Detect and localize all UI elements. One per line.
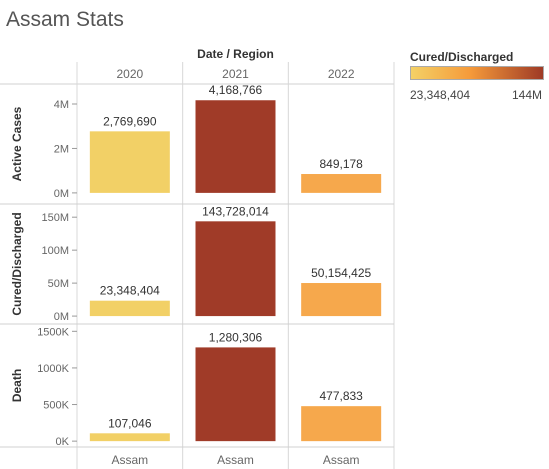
legend-title: Cured/Discharged: [410, 50, 514, 64]
y-tick-label: 1000K: [37, 363, 69, 375]
row-title-1: Cured/Discharged: [10, 212, 24, 315]
region-label-2020: Assam: [111, 453, 148, 467]
data-label-1-2022: 50,154,425: [311, 266, 371, 280]
bar-0-2020: [89, 131, 170, 193]
data-label-2-2020: 107,046: [108, 416, 152, 430]
bar-2-2022: [301, 406, 382, 442]
data-label-0-2021: 4,168,766: [209, 83, 263, 97]
category-label-2022: 2022: [328, 67, 355, 81]
bar-2-2020: [89, 433, 170, 442]
data-label-1-2021: 143,728,014: [202, 204, 269, 218]
y-tick-label: 0K: [56, 436, 70, 448]
bar-2-2021: [195, 347, 276, 442]
y-tick-label: 0M: [54, 188, 69, 200]
y-tick-label: 150M: [41, 212, 69, 224]
bar-0-2022: [301, 174, 382, 193]
data-label-0-2020: 2,769,690: [103, 114, 157, 128]
y-tick-label: 100M: [41, 245, 69, 257]
bar-1-2020: [89, 300, 170, 317]
legend-max-label: 144M: [511, 88, 542, 102]
legend-min-label: 23,348,404: [410, 88, 471, 102]
row-title-2: Death: [10, 369, 24, 402]
y-tick-label: 1500K: [37, 326, 69, 338]
category-label-2021: 2021: [222, 67, 249, 81]
region-label-2021: Assam: [217, 453, 254, 467]
data-label-0-2022: 849,178: [319, 157, 363, 171]
category-label-2020: 2020: [116, 67, 143, 81]
chart-title: Assam Stats: [6, 8, 124, 31]
y-tick-label: 50M: [48, 278, 69, 290]
bar-0-2021: [195, 100, 276, 193]
column-header: Date / Region: [197, 47, 274, 61]
bar-1-2022: [301, 283, 382, 317]
y-tick-label: 4M: [54, 99, 69, 111]
bar-1-2021: [195, 221, 276, 317]
data-label-2-2022: 477,833: [319, 389, 363, 403]
legend-color-ramp[interactable]: [410, 66, 544, 80]
row-title-0: Active Cases: [10, 106, 24, 181]
data-label-1-2020: 23,348,404: [100, 284, 160, 298]
data-label-2-2021: 1,280,306: [209, 330, 263, 344]
y-tick-label: 500K: [43, 400, 69, 412]
region-label-2022: Assam: [323, 453, 360, 467]
y-tick-label: 0M: [54, 311, 69, 323]
y-tick-label: 2M: [54, 143, 69, 155]
